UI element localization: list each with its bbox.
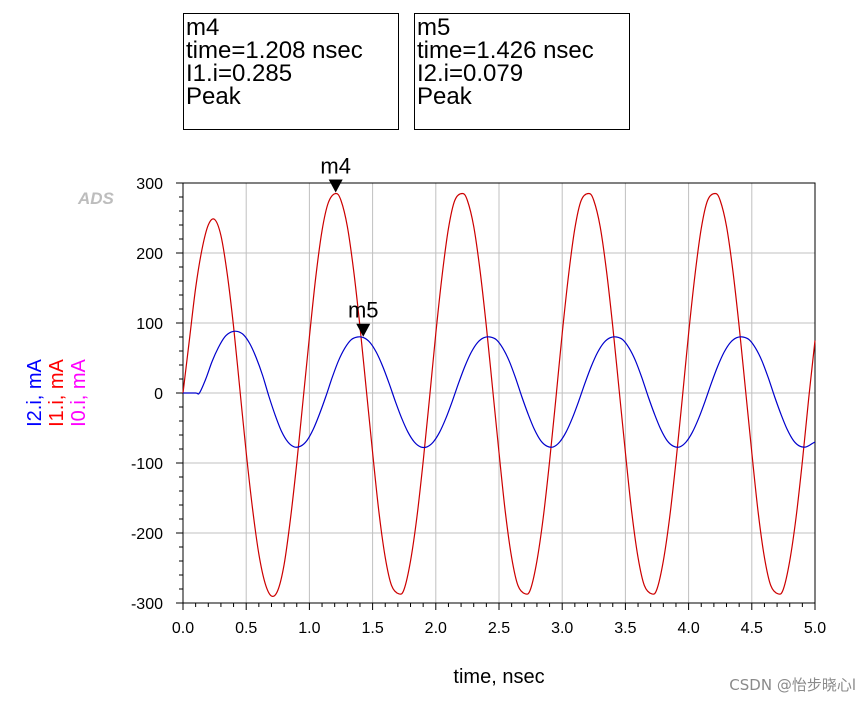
y-axis-title-part: I1.i, mA (46, 358, 68, 426)
marker-triangle-m4 (328, 179, 343, 193)
ads-logo: ADS (77, 189, 115, 208)
series-line-i1-i (182, 192, 816, 597)
y-axis-title-part: I2.i, mA (24, 358, 46, 426)
y-tick-label: 100 (136, 316, 163, 333)
marker-value: I2.i=0.079 (417, 60, 524, 87)
y-tick-label: -200 (131, 526, 163, 543)
marker-value: I1.i=0.285 (186, 60, 293, 87)
x-tick-label: 2.5 (488, 620, 510, 637)
y-axis-title-part: I0.i, mA (68, 358, 90, 426)
x-tick-label: 4.5 (741, 620, 763, 637)
x-tick-label: 5.0 (804, 620, 826, 637)
marker-label-m5: m5 (348, 298, 379, 323)
x-tick-label: 4.0 (677, 620, 699, 637)
x-tick-label: 0.0 (172, 620, 194, 637)
series-line-i2-i (183, 330, 816, 449)
series-layer (182, 192, 816, 597)
marker-time: time=1.426 nsec (417, 37, 594, 64)
x-tick-label: 1.5 (361, 620, 383, 637)
plot-grid (183, 183, 815, 603)
marker-mode: Peak (417, 83, 472, 110)
x-tick-label: 3.5 (614, 620, 636, 637)
watermark: CSDN @怡步晓心l (729, 676, 856, 694)
y-tick-label: 200 (136, 246, 163, 263)
x-axis-title: time, nsec (453, 666, 544, 688)
plot-axes: 0.0 0.5 1.0 1.5 2.0 2.5 3.0 3.5 4.0 4.5 5.0 300 200 1… (131, 176, 826, 637)
y-axis-title: I2.i, mAI1.i, mAI0.i, mA (24, 358, 90, 426)
marker-readout-m4[interactable]: m4 time=1.208 nsec I1.i=0.285 Peak (183, 13, 399, 130)
marker-readout-m5[interactable]: m5 time=1.426 nsec I2.i=0.079 Peak (414, 13, 630, 130)
y-tick-label: -300 (131, 596, 163, 613)
marker-name: m5 (417, 14, 451, 41)
x-tick-label: 0.5 (235, 620, 257, 637)
marker-label-m4: m4 (320, 154, 351, 179)
marker-mode: Peak (186, 83, 241, 110)
x-tick-label: 1.0 (298, 620, 320, 637)
x-tick-label: 2.0 (425, 620, 447, 637)
marker-layer: m4 m5 (320, 154, 379, 337)
y-tick-label: -100 (131, 456, 163, 473)
marker-time: time=1.208 nsec (186, 37, 363, 64)
marker-triangle-m5 (356, 323, 371, 337)
y-tick-label: 300 (136, 176, 163, 193)
y-tick-label: 0 (154, 386, 163, 403)
marker-name: m4 (186, 14, 220, 41)
x-tick-label: 3.0 (551, 620, 573, 637)
